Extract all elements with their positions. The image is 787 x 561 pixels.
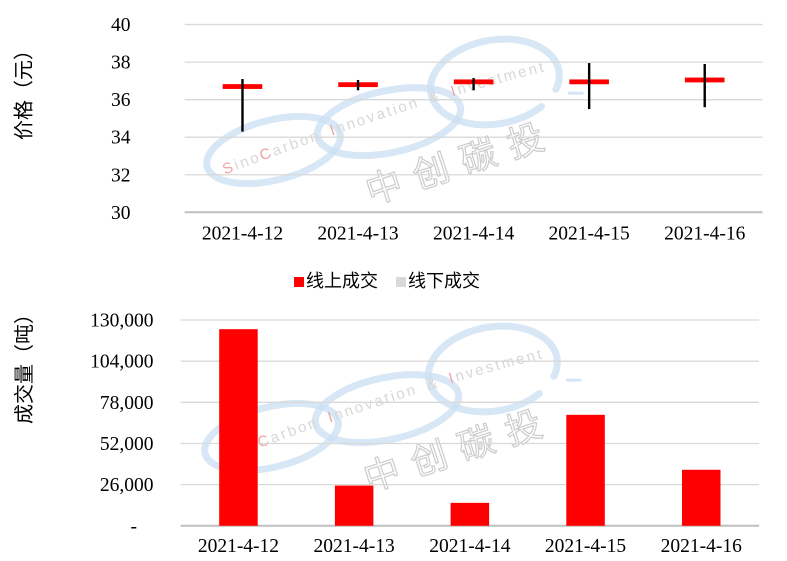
price-xtick-label: 2021-4-14	[433, 224, 514, 245]
volume-bar[interactable]	[450, 502, 490, 526]
price-xtick-label: 2021-4-12	[202, 224, 283, 245]
volume-ytick-label: 104,000	[90, 352, 153, 373]
price-xtick-label: 2021-4-13	[317, 224, 398, 245]
price-watermark-image	[200, 29, 584, 212]
price-candle[interactable]	[453, 78, 494, 91]
price-x-tick-labels: 2021-4-12 2021-4-13 2021-4-14 2021-4-15 2021…	[202, 224, 746, 245]
volume-gridlines	[180, 319, 760, 527]
volume-ytick-label: 26,000	[100, 475, 154, 496]
price-ytick-label: 34	[111, 128, 131, 149]
legend: 线上成交 线下成交	[294, 271, 480, 292]
legend-swatch-online	[294, 276, 304, 287]
volume-bar[interactable]	[682, 469, 721, 526]
price-candle[interactable]	[569, 63, 609, 110]
volume-ytick-label: 78,000	[100, 393, 154, 414]
price-ytick-label: 36	[111, 90, 131, 111]
price-ytick-label: 40	[111, 15, 131, 36]
volume-xtick-label: 2021-4-12	[198, 536, 279, 557]
volume-bar[interactable]	[334, 485, 374, 526]
volume-y-axis-title: 成交量（吨）	[13, 304, 36, 424]
volume-ytick-label: 130,000	[90, 311, 153, 332]
volume-bar[interactable]	[566, 414, 605, 526]
price-ytick-label: 32	[111, 165, 131, 186]
price-candle[interactable]	[222, 79, 263, 132]
volume-xtick-label: 2021-4-15	[545, 536, 626, 557]
volume-ytick-label: 52,000	[100, 434, 154, 455]
legend-item-offline[interactable]: 线下成交	[396, 271, 480, 292]
price-xtick-label: 2021-4-15	[549, 224, 630, 245]
price-candle[interactable]	[684, 64, 725, 108]
volume-ytick-label: -	[131, 516, 138, 537]
price-candle[interactable]	[338, 79, 378, 91]
legend-item-online[interactable]: 线上成交	[294, 271, 378, 292]
volume-bar[interactable]	[219, 329, 258, 526]
legend-label-online: 线上成交	[306, 271, 378, 291]
volume-x-tick-labels: 2021-4-12 2021-4-13 2021-4-14 2021-4-15 2021…	[198, 536, 742, 557]
volume-xtick-label: 2021-4-16	[661, 536, 742, 557]
volume-series	[219, 329, 721, 526]
price-ytick-label: 38	[111, 53, 131, 74]
volume-xtick-label: 2021-4-14	[429, 536, 510, 557]
price-series	[222, 63, 725, 132]
price-xtick-label: 2021-4-16	[664, 224, 745, 245]
price-gridlines	[184, 23, 763, 214]
price-y-tick-labels: 30 32 34 36 38 40	[111, 15, 131, 224]
legend-swatch-offline	[396, 276, 406, 287]
price-watermark	[200, 29, 584, 212]
volume-xtick-label: 2021-4-13	[314, 536, 395, 557]
price-ytick-label: 30	[111, 203, 131, 224]
price-y-axis-title: 价格（元）	[13, 40, 36, 140]
volume-y-tick-labels: - 26,000 52,000 78,000 104,000 130,000	[90, 311, 153, 538]
legend-label-offline: 线下成交	[408, 271, 480, 291]
